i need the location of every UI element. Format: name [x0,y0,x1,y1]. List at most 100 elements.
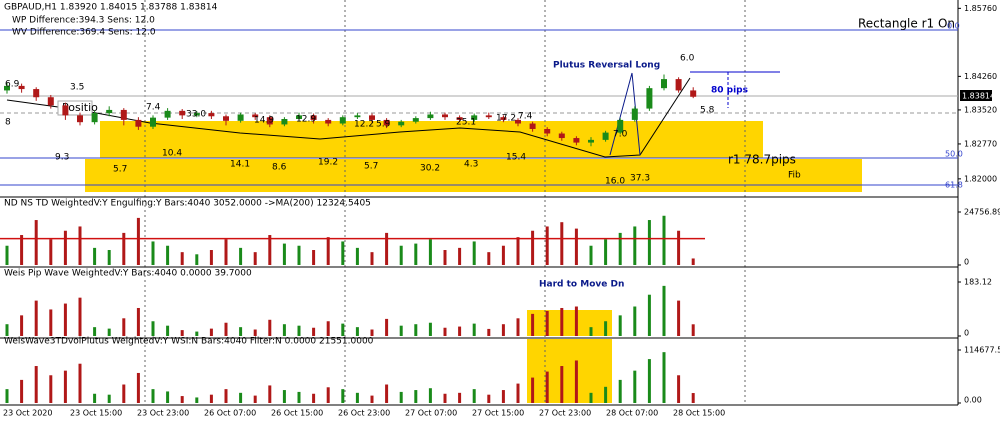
candle-body [485,115,492,118]
volume-bar [166,325,170,336]
y-tick-label: 1.83520 [964,105,997,114]
volume-bar [239,392,243,403]
candle-body [354,115,361,118]
candle-body [646,88,653,109]
volume-bar [166,245,170,265]
wave-label: 9.3 [55,153,69,163]
volume-bar [633,370,637,403]
candle-body [631,108,638,120]
volume-bar [93,393,97,403]
candle-body [120,109,127,120]
volume-bar [677,230,681,265]
volume-bar [662,215,666,265]
volume-bar [78,363,82,403]
volume-bar [268,319,272,336]
fib-level: 50.0 [945,150,963,159]
wave-label: 33.0 [186,110,206,120]
fib-rectangle [85,159,862,192]
volume-bar [312,250,316,265]
price-tag: 1.83814 [962,92,995,101]
candle-body [179,110,186,116]
volume-bar [34,220,38,265]
volume-bar [516,237,520,265]
volume-bar [195,397,199,403]
volume-bar [385,384,389,403]
candle-body [398,121,405,126]
volume-bar [49,309,53,336]
volume-bar [253,252,257,265]
y-tick-label: 0.00 [964,396,982,405]
wave-label: 19.2 [318,158,338,168]
volume-bar [647,220,651,265]
volume-bar [414,324,418,336]
volume-bar [501,390,505,403]
candle-body [500,117,507,120]
volume-bar [195,254,199,265]
candle-body [77,115,83,123]
volume-bar [180,252,184,265]
pips-label: 80 pips [711,86,748,96]
x-tick-label: 27 Oct 15:00 [472,409,524,418]
volume-bar [253,329,257,336]
volume-bar [487,328,491,336]
volume-bar [20,379,24,403]
volume-bar [239,247,243,265]
volume-bar [647,359,651,403]
candle-body [310,115,317,120]
candle-body [237,114,244,121]
volume-bar [209,328,213,336]
volume-bar [107,394,111,403]
candle-body [150,117,156,127]
volume-bar [122,318,126,336]
pane-title: WeisWave3TDvolPlutus WeightedV:Y WSI:N B… [4,337,374,347]
volume-bar [122,384,126,403]
volume-bar [385,318,389,336]
volume-bar [399,391,403,403]
volume-bar [458,247,462,265]
candle-body [47,97,54,106]
candle-body [369,115,375,120]
volume-bar [326,321,330,336]
volume-bar [399,245,403,265]
wave-label: 5.8 [700,106,715,116]
candle-body [62,105,69,116]
candle-body [442,114,448,118]
volume-bar [107,250,111,265]
candle-body [252,114,259,118]
volume-bar [531,377,535,403]
wave-label: 14.1 [230,160,250,170]
wave-label: 16.0 [605,177,625,187]
x-tick-label: 26 Oct 23:00 [338,409,390,418]
volume-bar [531,230,535,265]
wave-label: 6.9 [5,80,20,90]
volume-bar [428,388,432,403]
candle-body [33,89,40,98]
volume-bar [428,239,432,265]
volume-bar [443,393,447,403]
volume-bar [20,235,24,265]
wave-label: 25.1 [456,118,476,128]
volume-bar [297,391,301,403]
rectangle-label: Rectangle r1 On [858,17,955,31]
volume-bar [589,327,593,336]
candle-body [617,119,624,133]
y-tick-label: 0 [964,258,969,267]
fib-label: Fib [788,171,801,181]
volume-bar [472,323,476,336]
volume-bar [5,324,9,336]
y-tick-label: 1.82000 [964,174,997,183]
volume-bar [691,393,695,403]
candle-body [266,117,273,125]
wave-label: 5.7 [113,165,127,175]
volume-bar [501,324,505,336]
wave-label: 6.0 [680,54,695,64]
wave-label: 17.2 [496,114,516,124]
pane-title: ND NS TD WeightedV:Y Engulfing:Y Bars:40… [4,199,371,209]
wave-label: 15.4 [506,153,526,163]
volume-bar [516,318,520,336]
volume-bar [677,375,681,403]
volume-bar [574,228,578,265]
volume-bar [545,226,549,265]
volume-bar [677,300,681,336]
